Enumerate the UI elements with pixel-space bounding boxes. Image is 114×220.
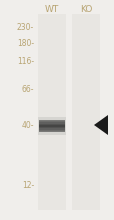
Text: 12-: 12- <box>22 180 34 189</box>
Bar <box>39 125 64 126</box>
Text: KO: KO <box>79 6 91 15</box>
Bar <box>71 14 99 210</box>
Bar <box>38 117 65 135</box>
Polygon shape <box>93 115 107 135</box>
Bar <box>39 124 64 125</box>
Bar <box>39 121 64 122</box>
Bar <box>39 130 64 131</box>
Text: WT: WT <box>44 6 59 15</box>
Bar <box>39 127 64 128</box>
Text: 230-: 230- <box>17 24 34 33</box>
Text: 180-: 180- <box>17 38 34 48</box>
Text: 116-: 116- <box>17 57 34 66</box>
Text: 40-: 40- <box>21 121 34 130</box>
Text: 66-: 66- <box>21 86 34 95</box>
Bar <box>39 122 64 124</box>
Bar <box>39 120 64 121</box>
Bar <box>39 126 64 127</box>
Bar <box>39 131 64 132</box>
Bar <box>38 14 65 210</box>
Bar <box>39 128 64 130</box>
